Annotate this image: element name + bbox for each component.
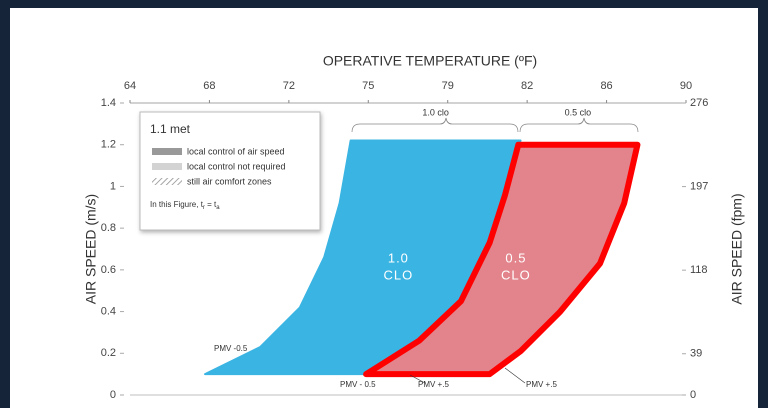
annotation: PMV -0.5 bbox=[214, 344, 248, 353]
x-tick-label: 64 bbox=[124, 80, 136, 92]
legend-item: local control of air speed bbox=[187, 146, 285, 156]
note-part: In this Figure, t bbox=[150, 200, 204, 209]
x-tick-label: 86 bbox=[600, 80, 612, 92]
x-tick-label: 68 bbox=[203, 80, 215, 92]
legend: 1.1 met local control of air speed local… bbox=[139, 111, 321, 231]
y-tick-label: 1.2 bbox=[101, 139, 116, 151]
y2-axis-label: AIR SPEED (fpm) bbox=[729, 193, 745, 304]
bracket bbox=[519, 117, 639, 133]
y-axis-label: AIR SPEED (m/s) bbox=[83, 194, 99, 304]
legend-item: still air comfort zones bbox=[187, 176, 272, 186]
y-tick-label: 0.6 bbox=[101, 264, 116, 276]
y2-tick-label: 0 bbox=[690, 389, 696, 401]
y2-tick-label: 276 bbox=[690, 97, 708, 109]
chart-title: OPERATIVE TEMPERATURE (ºF) bbox=[323, 53, 537, 69]
annotation: PMV - 0.5 bbox=[340, 380, 376, 389]
note-part: = t bbox=[205, 200, 217, 209]
annotation: PMV +.5 bbox=[526, 380, 557, 389]
clo-label: 1.0 clo bbox=[422, 107, 449, 117]
legend-title: 1.1 met bbox=[150, 122, 191, 136]
clo-label: 0.5 clo bbox=[565, 107, 592, 117]
y-tick-label: 0.8 bbox=[101, 222, 116, 234]
x-tick-label: 90 bbox=[680, 80, 692, 92]
pointer-lines bbox=[409, 367, 526, 384]
y-tick-label: 0.4 bbox=[101, 305, 116, 317]
y2-tick-label: 39 bbox=[690, 348, 702, 360]
zone-label: 1.0 bbox=[388, 250, 409, 265]
note-sub: r bbox=[203, 205, 205, 211]
pointer bbox=[504, 367, 526, 384]
legend-box bbox=[139, 111, 321, 231]
legend-swatch bbox=[152, 148, 182, 155]
y-tick-label: 0 bbox=[110, 389, 116, 401]
y2-tick-label: 197 bbox=[690, 180, 708, 192]
y-tick-label: 1 bbox=[110, 180, 116, 192]
y2-tick-label: 118 bbox=[690, 264, 708, 276]
bracket bbox=[351, 117, 519, 133]
legend-item: local control not required bbox=[187, 161, 286, 171]
x-tick-label: 72 bbox=[283, 80, 295, 92]
pointer bbox=[409, 374, 426, 384]
clo-brackets bbox=[351, 117, 639, 133]
y-tick-label: 1.4 bbox=[101, 97, 116, 109]
note-sub: a bbox=[216, 205, 220, 211]
zone-label: CLO bbox=[384, 267, 414, 282]
zone-label: CLO bbox=[501, 267, 531, 282]
comfort-zone bbox=[363, 141, 641, 378]
legend-swatch bbox=[152, 178, 182, 185]
x-tick-label: 75 bbox=[362, 80, 374, 92]
x-tick-label: 79 bbox=[442, 80, 454, 92]
y-tick-label: 0.2 bbox=[101, 347, 116, 359]
legend-swatch bbox=[152, 163, 182, 170]
legend-note: In this Figure, tr = ta bbox=[150, 200, 220, 210]
x-tick-label: 82 bbox=[521, 80, 533, 92]
zone-label: 0.5 bbox=[505, 250, 526, 265]
annotation: PMV +.5 bbox=[418, 380, 449, 389]
